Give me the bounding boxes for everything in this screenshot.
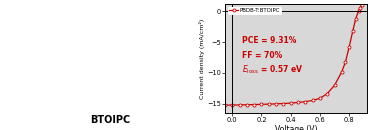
Y-axis label: Current density (mA/cm²): Current density (mA/cm²) bbox=[200, 18, 206, 99]
Text: FF = 70%: FF = 70% bbox=[242, 51, 283, 60]
X-axis label: Voltage (V): Voltage (V) bbox=[274, 125, 317, 130]
Text: PCE = 9.31%: PCE = 9.31% bbox=[242, 36, 297, 45]
Text: BTOIPC: BTOIPC bbox=[90, 115, 131, 125]
Legend: PBDB-T:BTOIPC: PBDB-T:BTOIPC bbox=[228, 7, 282, 15]
Text: $\mathit{E}_{\rm{loss}}$ = 0.57 eV: $\mathit{E}_{\rm{loss}}$ = 0.57 eV bbox=[242, 64, 304, 76]
